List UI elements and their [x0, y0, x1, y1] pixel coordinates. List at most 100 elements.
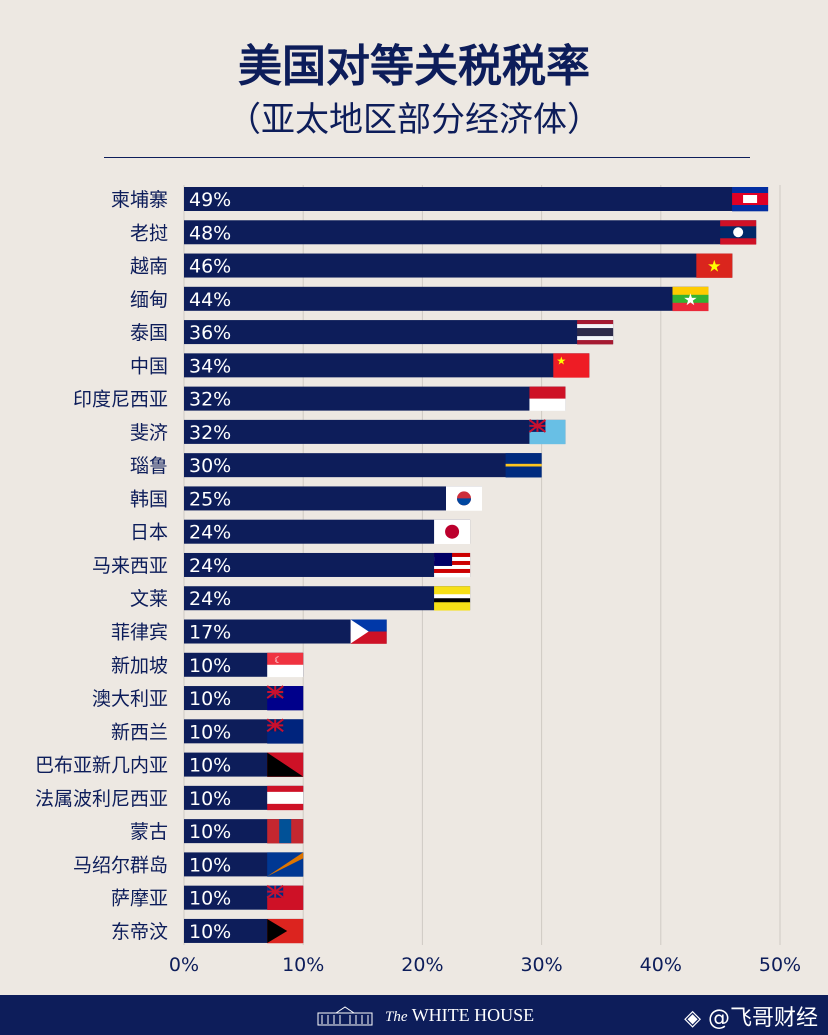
category-label: 马绍尔群岛 [73, 854, 168, 876]
category-label: 斐济 [130, 422, 168, 444]
category-label: 瑙鲁 [130, 455, 168, 477]
data-label: 32% [189, 422, 231, 444]
category-label: 巴布亚新几内亚 [35, 755, 168, 777]
timor-leste-flag-icon [267, 918, 304, 944]
laos-flag-icon [720, 220, 757, 245]
bar [184, 519, 471, 544]
data-label: 25% [189, 488, 231, 510]
data-label: 10% [189, 888, 231, 910]
brunei-flag-icon [434, 586, 471, 611]
x-tick-label: 50% [759, 954, 801, 976]
data-label: 49% [189, 189, 231, 211]
data-label: 24% [189, 555, 231, 577]
bar [184, 187, 769, 211]
japan-flag-icon [434, 519, 471, 544]
indonesia-flag-icon [529, 386, 566, 411]
new-zealand-flag-icon [266, 718, 304, 744]
category-label: 法属波利尼西亚 [35, 788, 168, 810]
category-label: 澳大利亚 [92, 688, 168, 710]
x-tick-label: 40% [640, 954, 682, 976]
fiji-flag-icon [528, 419, 566, 445]
data-label: 30% [189, 455, 231, 477]
x-tick-label: 0% [169, 954, 199, 976]
data-label: 17% [189, 622, 231, 644]
bar [184, 552, 471, 577]
data-label: 10% [189, 655, 231, 677]
category-label: 文莱 [130, 588, 168, 610]
data-label: 24% [189, 588, 231, 610]
category-label: 新加坡 [111, 655, 168, 677]
data-label: 46% [189, 256, 231, 278]
x-tick-label: 20% [401, 954, 443, 976]
category-label: 韩国 [130, 488, 168, 510]
nauru-flag-icon [505, 453, 542, 478]
data-label: 10% [189, 788, 231, 810]
category-label: 柬埔寨 [111, 189, 168, 211]
china-flag-icon: ★ [553, 353, 590, 378]
png-flag-icon [267, 752, 304, 777]
svg-text:☾: ☾ [274, 656, 282, 666]
x-tick-label: 10% [282, 954, 324, 976]
myanmar-flag-icon: ★ [672, 286, 709, 312]
category-label: 蒙古 [130, 821, 168, 843]
x-tick-label: 30% [520, 954, 562, 976]
data-label: 44% [189, 289, 231, 311]
category-label: 泰国 [130, 322, 168, 344]
category-label: 越南 [130, 256, 168, 278]
svg-text:★: ★ [707, 257, 721, 276]
bar [184, 286, 709, 311]
category-label: 中国 [130, 355, 168, 377]
category-label: 萨摩亚 [111, 888, 168, 910]
philippines-flag-icon [350, 619, 387, 644]
bar [184, 486, 482, 511]
data-label: 10% [189, 721, 231, 743]
data-label: 34% [189, 355, 231, 377]
category-label: 新西兰 [111, 721, 168, 743]
white-house-logo: The WHITE HOUSE [385, 1005, 534, 1026]
category-label: 印度尼西亚 [73, 389, 168, 411]
chart-subtitle: （亚太地区部分经济体） [227, 100, 601, 140]
svg-text:★: ★ [556, 354, 566, 367]
data-label: 10% [189, 821, 231, 843]
watermark-text: @飞哥财经 [707, 1006, 818, 1031]
thailand-flag-icon [577, 320, 614, 345]
data-label: 48% [189, 222, 231, 244]
samoa-flag-icon [266, 884, 304, 910]
bar [184, 253, 733, 278]
mongolia-flag-icon [267, 819, 304, 844]
data-label: 24% [189, 522, 231, 544]
divider [104, 157, 750, 158]
brand-prefix: The [385, 1009, 408, 1025]
french-polynesia-flag-icon [267, 785, 304, 811]
category-label: 老挝 [130, 222, 168, 244]
bar [184, 419, 566, 444]
data-label: 32% [189, 389, 231, 411]
footer: The WHITE HOUSE ◈ @飞哥财经 [0, 995, 828, 1035]
data-label: 10% [189, 921, 231, 943]
category-label: 马来西亚 [92, 555, 168, 577]
bar-chart: 0% 10% 20% 30% 40% 50% 柬埔寨 49% 老挝 48% 越南 46% ★ 缅甸 44% ★… [35, 185, 801, 976]
malaysia-flag-icon [434, 552, 471, 578]
marshall-islands-flag-icon [267, 852, 304, 877]
data-label: 10% [189, 854, 231, 876]
bar [184, 586, 471, 611]
singapore-flag-icon: ☾ [267, 652, 304, 678]
brand-name: WHITE HOUSE [411, 1005, 535, 1025]
category-label: 日本 [130, 522, 168, 544]
bar [184, 220, 757, 245]
white-house-icon [317, 1006, 373, 1026]
category-label: 东帝汶 [111, 921, 168, 943]
chart-title: 美国对等关税税率 [238, 41, 590, 92]
watermark: ◈ @飞哥财经 [684, 1006, 818, 1031]
category-label: 菲律宾 [111, 622, 168, 644]
bar [184, 453, 542, 478]
bar [184, 353, 590, 378]
bar [184, 386, 566, 411]
korea-flag-icon [446, 486, 482, 511]
australia-flag-icon [266, 685, 304, 711]
cambodia-flag-icon [732, 187, 769, 212]
data-label: 10% [189, 688, 231, 710]
category-label: 缅甸 [130, 289, 168, 311]
data-label: 10% [189, 755, 231, 777]
svg-text:★: ★ [683, 290, 697, 309]
